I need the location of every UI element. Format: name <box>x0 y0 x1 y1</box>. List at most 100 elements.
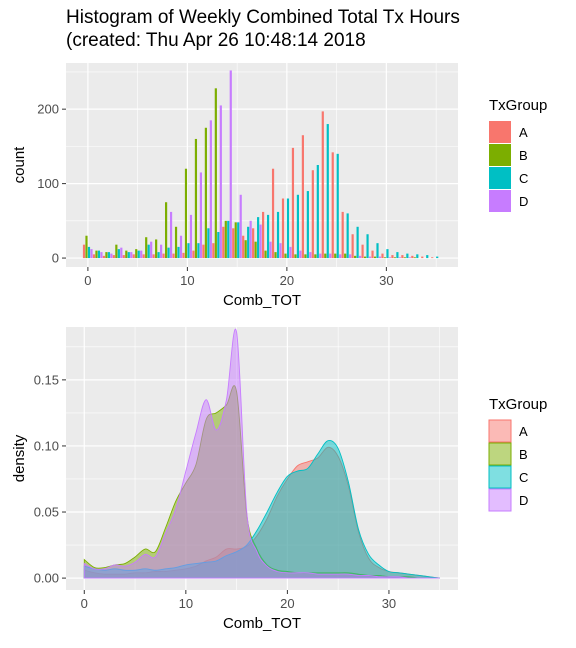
bar-B-bin-2 <box>105 252 108 259</box>
density-area-D <box>83 328 440 579</box>
bar-B-bin-8 <box>164 202 168 259</box>
bar-B-bin-26 <box>344 253 347 259</box>
legend-title: TxGroup <box>489 396 547 413</box>
bar-B-bin-12 <box>204 127 207 259</box>
bar-B-bin-31 <box>393 257 397 259</box>
bar-C-bin-13 <box>217 232 220 259</box>
bar-A-bin-35 <box>431 257 434 259</box>
y-tick-label: 200 <box>37 102 59 117</box>
legend-key-B <box>488 442 512 466</box>
bar-C-bin-2 <box>107 252 110 259</box>
bar-A-bin-4 <box>122 255 125 259</box>
bar-B-bin-5 <box>135 249 138 259</box>
y-tick-label: 0.00 <box>34 571 59 586</box>
bar-D-bin-5 <box>140 250 143 259</box>
bar-B-bin-24 <box>324 253 327 259</box>
bar-A-bin-30 <box>381 253 384 259</box>
chart-title-line-1: Histogram of Weekly Combined Total Tx Ho… <box>66 7 460 28</box>
bar-C-bin-15 <box>237 222 240 259</box>
bar-D-bin-25 <box>339 254 342 259</box>
bar-D-bin-17 <box>259 224 262 259</box>
bar-C-bin-4 <box>127 252 130 259</box>
bar-B-bin-27 <box>354 255 357 259</box>
bar-D-bin-21 <box>299 250 302 259</box>
x-tick-label: 0 <box>81 596 88 611</box>
bar-C-bin-9 <box>177 246 180 259</box>
bar-A-bin-5 <box>132 254 135 259</box>
legend-key-B <box>489 144 511 166</box>
x-tick-label: 20 <box>280 273 294 288</box>
bar-B-bin-7 <box>155 239 158 259</box>
bar-A-bin-26 <box>341 211 344 259</box>
bar-B-bin-28 <box>363 256 367 259</box>
bar-B-bin-9 <box>174 226 178 259</box>
bar-D-bin-14 <box>229 70 232 259</box>
bar-B-bin-25 <box>334 253 337 259</box>
bar-C-bin-5 <box>137 250 140 259</box>
legend-label-A: A <box>519 125 528 140</box>
bar-A-bin-17 <box>252 228 255 259</box>
bar-C-bin-6 <box>147 244 150 259</box>
y-tick-label: 0.15 <box>34 372 59 387</box>
bar-C-bin-3 <box>117 249 120 259</box>
bar-C-bin-28 <box>366 234 369 259</box>
bar-D-bin-3 <box>120 247 123 259</box>
legend-label-D: D <box>519 194 528 209</box>
bar-D-bin-13 <box>219 105 222 259</box>
bar-C-bin-23 <box>316 165 319 259</box>
x-axis-title: Comb_TOT <box>223 615 301 632</box>
bar-A-bin-10 <box>182 252 185 259</box>
bar-D-bin-28 <box>368 256 372 259</box>
bar-D-bin-31 <box>398 257 401 259</box>
bar-A-bin-3 <box>112 255 115 259</box>
x-tick-label: 20 <box>280 596 294 611</box>
legend-key-D <box>488 488 512 512</box>
bar-B-bin-15 <box>234 222 237 259</box>
bar-C-bin-30 <box>386 249 389 259</box>
bar-B-bin-4 <box>125 250 128 259</box>
bar-B-bin-16 <box>244 240 247 259</box>
bar-A-bin-18 <box>262 211 265 259</box>
bar-C-bin-21 <box>296 194 300 259</box>
x-tick-label: 10 <box>179 596 193 611</box>
bar-D-bin-11 <box>199 172 203 259</box>
bar-A-bin-12 <box>202 244 205 259</box>
bar-A-bin-8 <box>162 253 165 259</box>
x-axis-title: Comb_TOT <box>223 292 301 309</box>
bar-C-bin-0 <box>87 246 91 259</box>
bar-A-bin-21 <box>291 147 295 259</box>
bar-C-bin-32 <box>406 253 409 259</box>
bar-D-bin-16 <box>249 220 252 259</box>
bar-A-bin-15 <box>232 228 235 259</box>
bar-A-bin-7 <box>152 254 155 259</box>
bar-D-bin-10 <box>189 214 193 259</box>
bar-D-bin-7 <box>160 244 163 259</box>
bar-D-bin-4 <box>130 252 133 259</box>
bar-D-bin-32 <box>408 257 411 259</box>
bar-D-bin-9 <box>179 235 183 259</box>
bar-D-bin-8 <box>169 211 173 259</box>
bar-B-bin-33 <box>413 257 416 259</box>
bar-C-bin-27 <box>356 226 359 259</box>
bar-C-bin-22 <box>306 191 309 259</box>
density-plot: 0 10 20 30 0.00 0.05 0.10 0.15 Comb_TOT density Tx… <box>11 327 547 632</box>
bar-B-bin-13 <box>214 88 217 259</box>
bar-B-bin-10 <box>184 168 188 259</box>
bar-C-bin-16 <box>247 226 250 259</box>
bar-C-bin-18 <box>266 214 270 259</box>
bar-D-bin-30 <box>388 257 392 259</box>
x-tick-label: 0 <box>84 273 91 288</box>
bar-D-bin-0 <box>90 249 93 259</box>
bar-D-bin-2 <box>110 253 113 259</box>
legend-label-B: B <box>519 148 528 163</box>
legend-key-A <box>488 419 512 443</box>
bar-A-bin-9 <box>172 253 175 259</box>
bar-A-bin-11 <box>192 250 195 259</box>
bar-C-bin-14 <box>227 220 230 259</box>
bar-A-bin-25 <box>331 152 334 259</box>
y-tick-label: 0 <box>52 251 59 266</box>
bar-C-bin-31 <box>396 252 399 259</box>
bar-A-bin-20 <box>281 198 285 259</box>
bar-D-bin-24 <box>329 253 332 259</box>
bar-B-bin-32 <box>403 257 406 259</box>
